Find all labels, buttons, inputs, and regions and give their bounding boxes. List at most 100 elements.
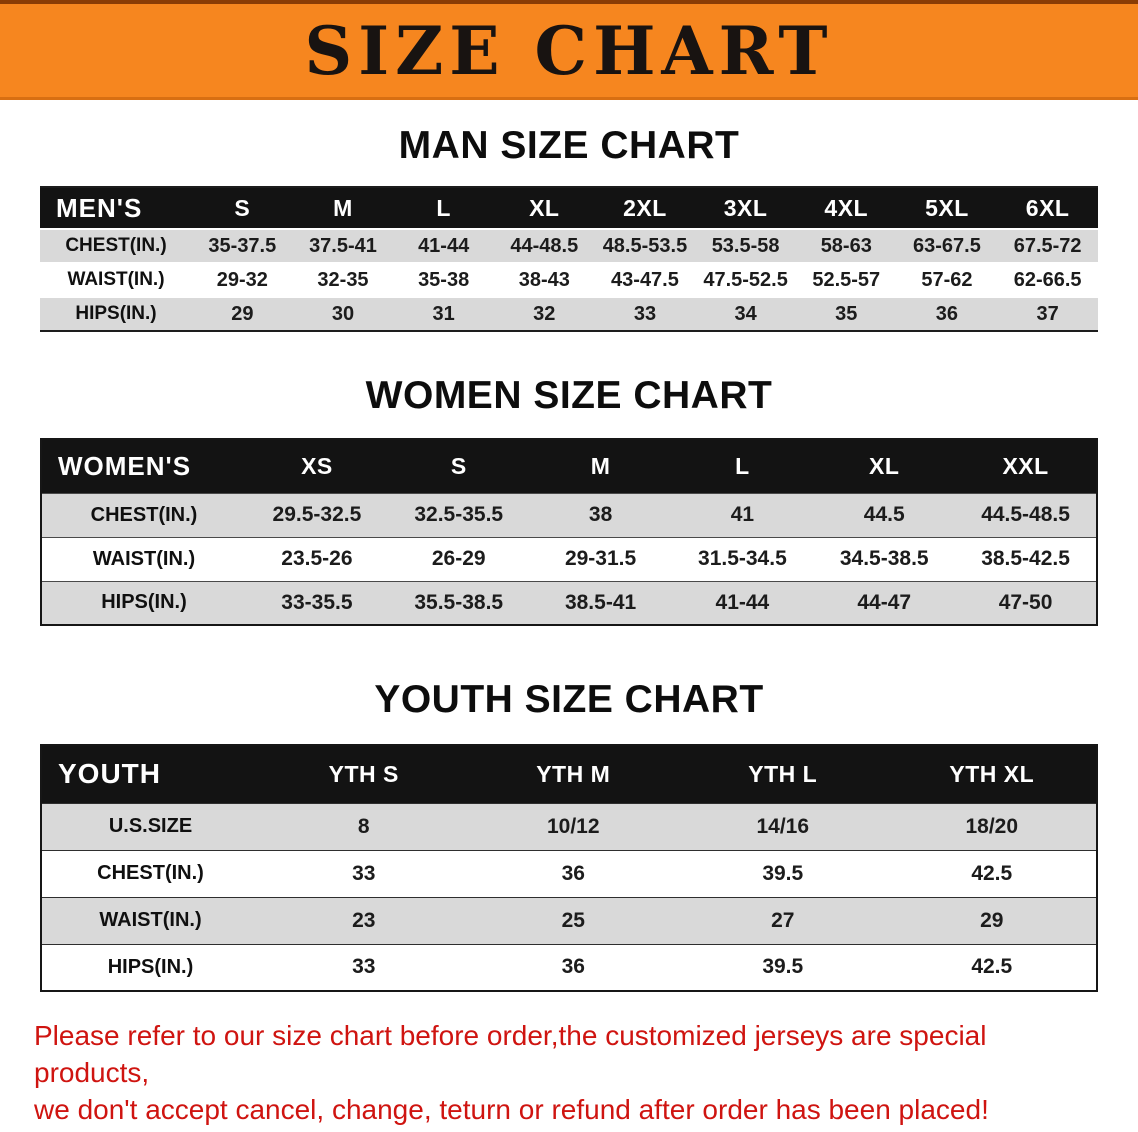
size-column-header: XL [869,452,900,479]
row-label: CHEST(IN.) [65,235,167,256]
size-value-cell: 34.5-38.5 [839,547,929,570]
size-value-cell: 27 [771,908,795,932]
size-column-header: L [735,452,750,479]
size-value-cell: 33-35.5 [281,590,353,614]
size-value-cell: 53.5-58 [711,234,780,257]
size-value-cell: 67.5-72 [1013,234,1082,257]
size-value-cell: 43-47.5 [611,268,679,291]
size-column-header: XL [529,194,560,221]
size-column-header: L [436,194,451,221]
size-value-cell: 42.5 [971,861,1013,885]
size-column-header: YTH M [536,760,611,787]
size-column-header: 4XL [824,194,869,221]
size-value-cell: 33 [352,955,376,979]
youth-section-heading: YOUTH SIZE CHART [374,678,764,721]
size-column-header: YTH S [328,760,399,787]
row-label: HIPS(IN.) [107,955,194,978]
size-value-cell: 47-50 [998,590,1053,614]
size-value-cell: 38.5-41 [564,590,637,614]
size-value-cell: 31 [432,302,455,325]
table-title-cell: MEN'S [56,192,143,223]
measurement-row: HIPS(IN.) 33-35.5 35.5-38.5 38.5-41 41-44 44-… [41,581,1097,625]
size-value-cell: 30 [331,302,355,325]
size-value-cell: 38.5-42.5 [981,547,1070,570]
size-value-cell: 58-63 [820,234,872,257]
table-header-row: WOMEN'S XS S M L XL XXL [41,439,1097,493]
size-value-cell: 29 [231,302,254,325]
size-value-cell: 47.5-52.5 [703,268,788,291]
size-value-cell: 35 [835,302,858,325]
size-value-cell: 44.5-48.5 [981,503,1070,526]
size-value-cell: 37.5-41 [309,234,377,257]
row-label: WAIST(IN.) [99,909,202,931]
size-value-cell: 39.5 [762,861,804,885]
size-column-header: 2XL [623,194,667,221]
measurement-row: CHEST(IN.) 35-37.5 37.5-41 41-44 44-48.5 48.5… [40,229,1098,263]
women-size-table: WOMEN'S XS S M L XL XXL CHEST(IN.) 29.5-32.5 32.5… [40,438,1098,626]
size-value-cell: 33 [352,861,376,885]
youth-size-section: YOUTH SIZE CHART YOUTH YTH S YTH M YTH L YTH… [0,626,1138,992]
row-label: WAIST(IN.) [92,547,196,570]
size-column-header: S [234,194,251,221]
size-value-cell: 25 [561,908,585,932]
size-value-cell: 10/12 [546,814,600,838]
table-header-row: YOUTH YTH S YTH M YTH L YTH XL [41,745,1097,803]
size-value-cell: 18/20 [965,814,1019,838]
measurement-row: CHEST(IN.) 33 36 39.5 42.5 [41,850,1097,897]
row-label: U.S.SIZE [108,815,193,837]
size-column-header: M [333,194,353,221]
banner: SIZE CHART [0,0,1138,100]
size-value-cell: 41-44 [715,590,770,614]
women-section-heading: WOMEN SIZE CHART [365,374,773,417]
size-value-cell: 42.5 [971,955,1013,979]
size-column-header: XS [301,452,333,479]
size-value-cell: 41-44 [418,234,470,257]
size-value-cell: 57-62 [921,268,973,291]
page-title: SIZE CHART [304,11,834,90]
size-value-cell: 33 [633,302,657,325]
youth-size-table: YOUTH YTH S YTH M YTH L YTH XL U.S.SIZE 8 10/12… [40,744,1098,992]
table-header-row: MEN'S S M L XL 2XL 3XL 4XL 5XL 6XL [40,187,1098,229]
size-value-cell: 29-31.5 [564,547,637,570]
men-section-heading: MAN SIZE CHART [398,124,740,167]
size-value-cell: 36 [561,861,585,885]
disclaimer-line-2: we don't accept cancel, change, teturn o… [34,1093,989,1125]
size-value-cell: 37 [1036,302,1059,325]
size-value-cell: 63-67.5 [913,234,981,257]
size-column-header: YTH XL [949,760,1035,787]
size-column-header: 5XL [925,194,969,221]
measurement-row: HIPS(IN.) 29 30 31 32 33 34 35 36 37 [40,297,1098,331]
size-value-cell: 38 [588,503,613,526]
size-value-cell: 14/16 [756,814,810,838]
size-value-cell: 41 [730,503,755,526]
size-column-header: 6XL [1025,194,1070,221]
size-value-cell: 44.5 [863,503,905,526]
measurement-row: CHEST(IN.) 29.5-32.5 32.5-35.5 38 41 44.5 44.5… [41,493,1097,537]
measurement-row: WAIST(IN.) 23 25 27 29 [41,897,1097,944]
size-value-cell: 26-29 [431,547,486,570]
size-value-cell: 32 [533,302,556,325]
measurement-row: HIPS(IN.) 33 36 39.5 42.5 [41,944,1097,991]
size-value-cell: 48.5-53.5 [602,234,688,257]
size-value-cell: 44-47 [857,590,912,614]
row-label: WAIST(IN.) [67,269,165,290]
size-value-cell: 32-35 [317,268,369,291]
row-label: HIPS(IN.) [75,303,157,324]
size-value-cell: 31.5-34.5 [698,547,787,570]
size-value-cell: 23.5-26 [281,547,353,570]
size-value-cell: 34 [734,302,757,325]
size-value-cell: 35.5-38.5 [414,590,504,614]
row-label: CHEST(IN.) [97,862,204,884]
size-value-cell: 23 [352,908,376,932]
measurement-row: U.S.SIZE 8 10/12 14/16 18/20 [41,803,1097,850]
size-column-header: YTH L [748,760,818,787]
table-title-cell: YOUTH [58,758,161,790]
size-value-cell: 38-43 [518,268,570,291]
size-column-header: XXL [1002,452,1049,479]
size-column-header: 3XL [723,194,768,221]
size-value-cell: 36 [935,302,959,325]
men-size-table: MEN'S S M L XL 2XL 3XL 4XL 5XL 6XL CHEST(IN.) 35-37… [40,186,1098,332]
row-label: CHEST(IN.) [90,503,198,526]
size-value-cell: 36 [561,955,585,979]
measurement-row: WAIST(IN.) 29-32 32-35 35-38 38-43 43-47.5 47.… [40,263,1098,297]
